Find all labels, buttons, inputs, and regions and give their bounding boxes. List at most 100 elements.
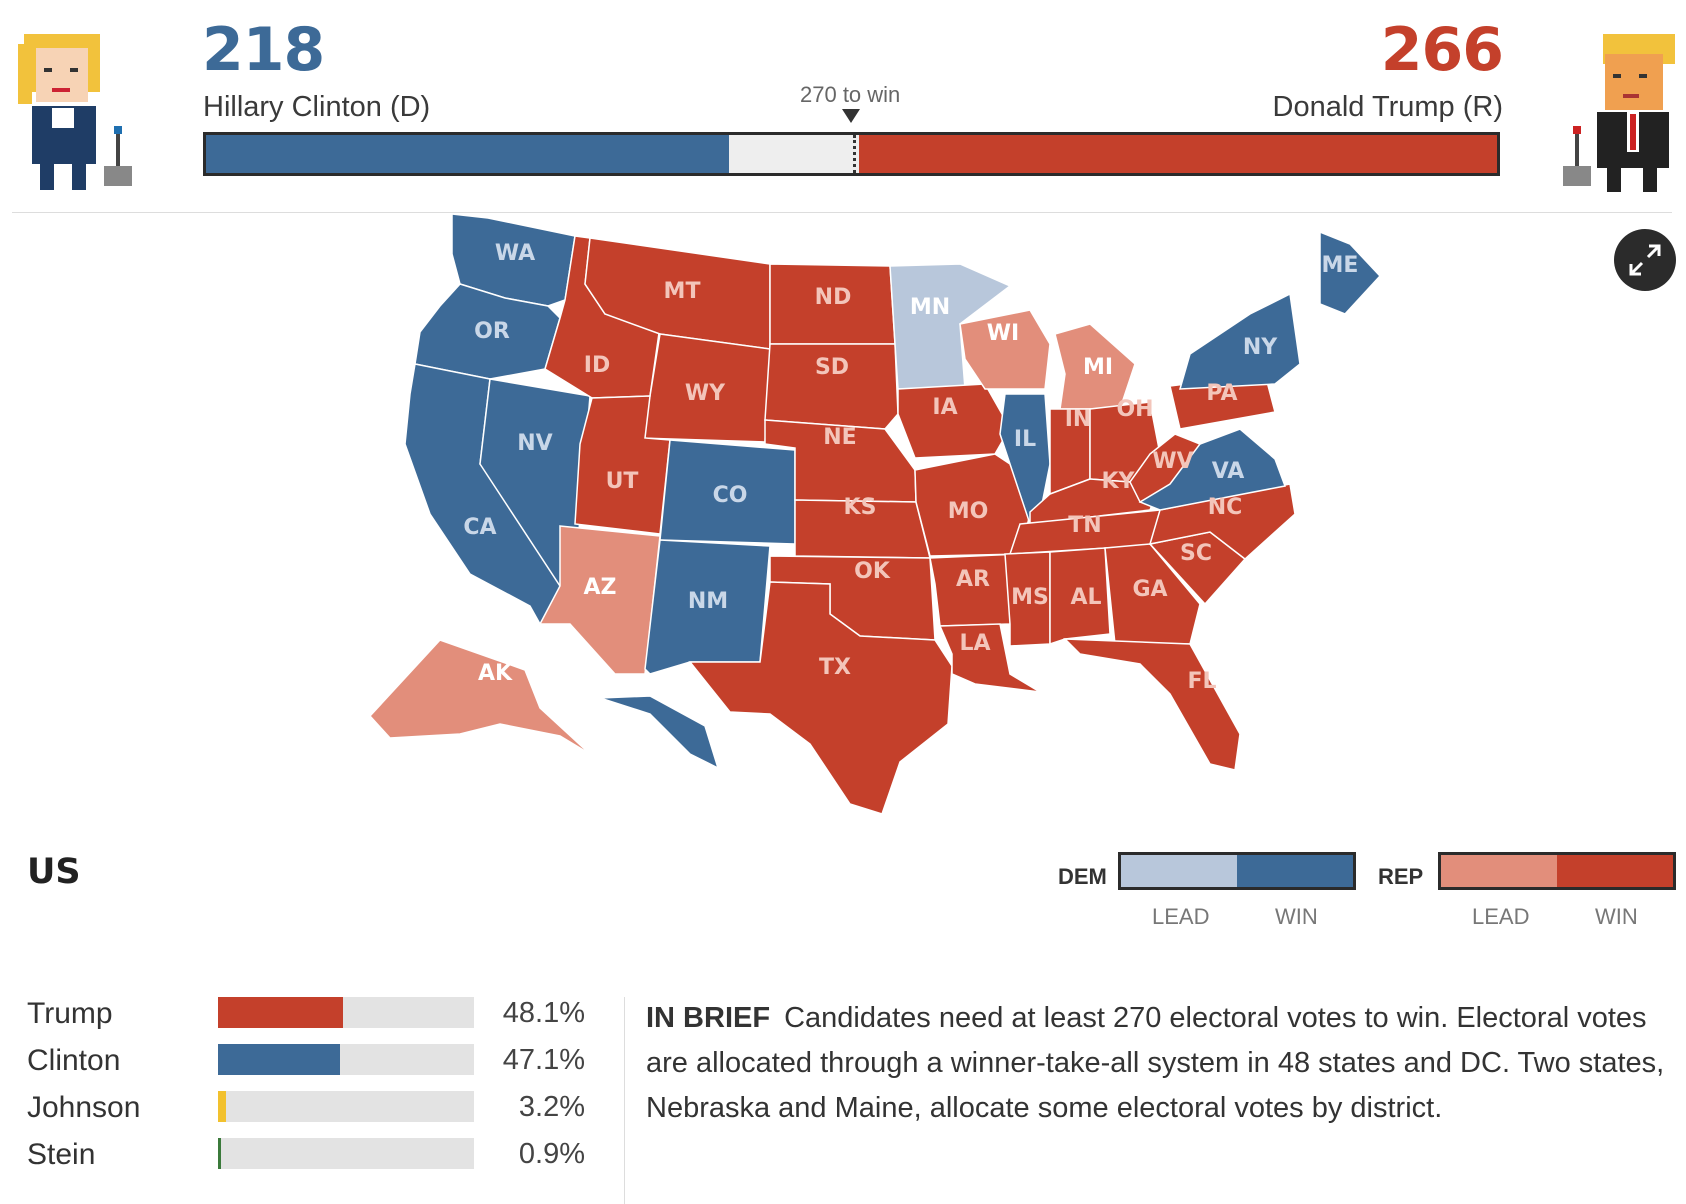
legend-dem-scale bbox=[1118, 852, 1356, 890]
state-label-sd: SD bbox=[815, 355, 849, 380]
state-wv[interactable] bbox=[1129, 433, 1202, 504]
legend-dem-lead-text: LEAD bbox=[1152, 904, 1210, 929]
state-label-il: IL bbox=[1014, 427, 1036, 452]
pv-fill-johnson bbox=[218, 1091, 227, 1122]
state-label-hi: HI bbox=[637, 729, 664, 754]
state-label-mi: MI bbox=[1083, 355, 1113, 380]
rep-electoral-votes: 266 bbox=[1380, 15, 1504, 85]
pv-fill-stein bbox=[218, 1138, 221, 1169]
pv-name-clinton: Clinton bbox=[27, 1044, 121, 1077]
dem-candidate-name: Hillary Clinton (D) bbox=[203, 91, 431, 123]
state-label-mo: MO bbox=[948, 499, 989, 524]
state-fl[interactable] bbox=[1063, 638, 1241, 771]
state-ga[interactable] bbox=[1104, 543, 1201, 645]
pv-name-stein: Stein bbox=[27, 1138, 96, 1171]
legend-dem-win-text: WIN bbox=[1275, 904, 1318, 929]
dem-electoral-votes: 218 bbox=[202, 15, 325, 85]
state-wy[interactable] bbox=[639, 333, 771, 443]
state-label-ak: AK bbox=[478, 661, 513, 686]
pv-fill-trump bbox=[218, 997, 344, 1028]
state-label-pa: PA bbox=[1206, 381, 1237, 406]
state-label-ia: IA bbox=[932, 395, 957, 420]
state-label-wv: WV bbox=[1152, 449, 1193, 474]
in-brief-text: Candidates need at least 270 electoral v… bbox=[646, 1002, 1665, 1124]
state-label-ut: UT bbox=[606, 469, 639, 494]
state-label-va: VA bbox=[1212, 459, 1245, 484]
state-label-la: LA bbox=[959, 631, 990, 656]
pv-pct-clinton: 47.1% bbox=[502, 1044, 585, 1076]
header-divider bbox=[12, 212, 1672, 213]
state-label-nv: NV bbox=[517, 431, 552, 456]
legend-dem-label: DEM bbox=[1058, 864, 1107, 889]
state-label-ne: NE bbox=[823, 425, 856, 450]
expand-icon bbox=[1629, 244, 1661, 276]
pv-pct-trump: 48.1% bbox=[502, 997, 585, 1029]
pv-bar-clinton bbox=[218, 1044, 474, 1075]
trump-avatar bbox=[1553, 28, 1677, 196]
state-ny[interactable] bbox=[1178, 292, 1301, 390]
state-label-sc: SC bbox=[1180, 541, 1212, 566]
state-label-al: AL bbox=[1070, 585, 1101, 610]
state-label-in: IN bbox=[1065, 407, 1092, 432]
state-wi[interactable] bbox=[959, 309, 1051, 390]
state-me[interactable] bbox=[1319, 230, 1382, 315]
state-label-wi: WI bbox=[987, 321, 1019, 346]
clinton-avatar bbox=[14, 28, 138, 196]
legend-rep-label: REP bbox=[1378, 864, 1424, 889]
state-label-tx: TX bbox=[819, 655, 851, 680]
state-label-ca: CA bbox=[463, 515, 496, 540]
dem-vote-segment bbox=[206, 135, 730, 173]
legend-rep-win-text: WIN bbox=[1595, 904, 1638, 929]
state-label-ok: OK bbox=[854, 559, 891, 584]
state-label-fl: FL bbox=[1187, 669, 1216, 694]
state-la[interactable] bbox=[938, 623, 1041, 693]
threshold-label: 270 to win bbox=[800, 82, 901, 107]
in-brief-paragraph: IN BRIEF Candidates need at least 270 ele… bbox=[646, 996, 1676, 1131]
pv-bar-stein bbox=[218, 1138, 474, 1169]
state-al[interactable] bbox=[1049, 547, 1111, 646]
pv-pct-stein: 0.9% bbox=[518, 1138, 585, 1170]
rep-vote-segment bbox=[858, 135, 1497, 173]
legend-rep-lead-text: LEAD bbox=[1472, 904, 1530, 929]
state-or[interactable] bbox=[414, 283, 561, 380]
threshold-marker bbox=[852, 135, 856, 173]
state-label-id: ID bbox=[584, 353, 610, 378]
state-nc[interactable] bbox=[1148, 483, 1296, 560]
section-divider bbox=[624, 997, 625, 1204]
state-label-or: OR bbox=[474, 319, 510, 344]
state-sd[interactable] bbox=[764, 343, 899, 430]
state-label-wa: WA bbox=[495, 241, 535, 266]
state-label-mt: MT bbox=[664, 279, 701, 304]
state-ak[interactable] bbox=[368, 639, 591, 755]
rep-candidate-name: Donald Trump (R) bbox=[1272, 91, 1503, 123]
state-hi[interactable] bbox=[599, 695, 720, 770]
electoral-vote-bar bbox=[203, 132, 1500, 176]
pv-name-trump: Trump bbox=[27, 997, 113, 1030]
pv-name-johnson: Johnson bbox=[27, 1091, 141, 1124]
in-brief-label: IN BRIEF bbox=[646, 1002, 771, 1034]
state-tx[interactable] bbox=[688, 581, 953, 815]
state-label-nd: ND bbox=[815, 285, 852, 310]
region-title: US bbox=[27, 852, 81, 892]
legend-rep-lead-swatch bbox=[1441, 855, 1557, 887]
state-label-me: ME bbox=[1322, 253, 1359, 278]
legend-dem-win-swatch bbox=[1237, 855, 1353, 887]
pv-bar-trump bbox=[218, 997, 474, 1028]
state-label-ky: KY bbox=[1102, 469, 1136, 494]
state-label-wy: WY bbox=[685, 381, 726, 406]
state-label-az: AZ bbox=[584, 575, 617, 600]
electoral-map[interactable]: WA OR CA NV ID MT WY UT AZ CO NM ND SD NE KS OK TX MN IA MO… bbox=[0, 214, 1686, 834]
pv-fill-clinton bbox=[218, 1044, 341, 1075]
state-mn[interactable] bbox=[889, 263, 1012, 390]
state-label-co: CO bbox=[713, 483, 748, 508]
state-label-ny: NY bbox=[1243, 335, 1278, 360]
threshold-arrow-icon bbox=[842, 109, 860, 123]
state-label-ar: AR bbox=[956, 567, 990, 592]
expand-map-button[interactable] bbox=[1614, 229, 1676, 291]
state-label-nm: NM bbox=[688, 589, 728, 614]
state-label-oh: OH bbox=[1116, 397, 1153, 422]
state-label-mn: MN bbox=[910, 295, 950, 320]
state-label-ms: MS bbox=[1011, 585, 1049, 610]
state-ms[interactable] bbox=[1004, 551, 1051, 647]
state-label-tn: TN bbox=[1068, 513, 1101, 538]
